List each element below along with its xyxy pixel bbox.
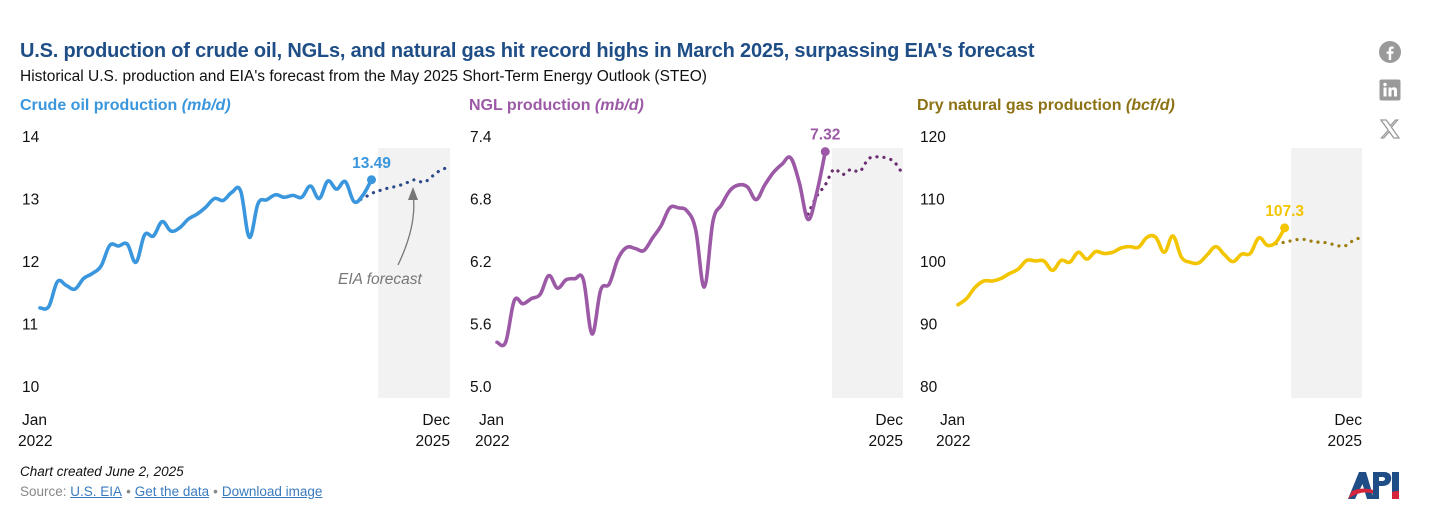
- page-title: U.S. production of crude oil, NGLs, and …: [20, 40, 1035, 62]
- x-tick-end-month: Dec: [1334, 412, 1362, 429]
- x-icon[interactable]: [1378, 117, 1402, 141]
- crude-panel-title: Crude oil production (mb/d): [20, 97, 231, 115]
- crude-actual-line: [38, 177, 374, 311]
- x-tick-end-year: 2025: [869, 433, 903, 450]
- y-tick-label: 14: [22, 129, 40, 146]
- annotation-arrowhead-icon: [408, 187, 418, 200]
- x-tick-start-month: Jan: [479, 412, 504, 429]
- y-tick-label: 13: [22, 192, 39, 209]
- gas-panel-title: Dry natural gas production (bcf/d): [917, 97, 1175, 115]
- forecast-shade: [1291, 148, 1362, 398]
- y-tick-label: 12: [22, 254, 39, 271]
- source-link-eia[interactable]: U.S. EIA: [70, 484, 123, 499]
- ngl-panel-title: NGL production (mb/d): [469, 97, 644, 115]
- y-tick-label: 11: [22, 317, 38, 334]
- y-tick-label: 6.2: [470, 254, 492, 271]
- ngl-title-text: NGL production: [469, 97, 591, 114]
- ngl-end-value-label: 7.32: [810, 127, 840, 144]
- download-image-link[interactable]: Download image: [221, 484, 323, 499]
- crude-end-marker: [366, 175, 376, 185]
- facebook-icon[interactable]: [1378, 40, 1402, 64]
- y-tick-label: 10: [22, 379, 40, 396]
- ngl-end-marker: [820, 147, 830, 157]
- crude-end-value-label: 13.49: [352, 155, 391, 172]
- x-tick-start-year: 2022: [936, 433, 970, 450]
- ngl-actual-line: [495, 149, 828, 348]
- crude-forecast-line: [352, 165, 452, 204]
- crude-oil-chart: 14 13 12 11 10 Jan 2022 Dec 2025 13.49 EIA forecas…: [18, 129, 452, 450]
- x-tick-start-month: Jan: [940, 412, 965, 429]
- y-tick-label: 80: [920, 379, 938, 396]
- gas-actual-line: [956, 226, 1287, 307]
- gas-end-marker: [1280, 223, 1290, 233]
- ngl-unit: (mb/d): [594, 97, 644, 114]
- y-tick-label: 120: [920, 129, 946, 146]
- get-data-link[interactable]: Get the data: [134, 484, 210, 499]
- x-tick-end-month: Dec: [875, 412, 903, 429]
- crude-title-text: Crude oil production: [20, 97, 178, 114]
- forecast-shade: [378, 148, 450, 398]
- forecast-annotation: EIA forecast: [338, 271, 423, 288]
- source-label: Source:: [20, 484, 67, 499]
- x-tick-end-year: 2025: [416, 433, 450, 450]
- y-tick-label: 110: [920, 192, 945, 209]
- bullet-separator: •: [126, 484, 131, 499]
- y-tick-label: 6.8: [470, 192, 492, 209]
- linkedin-icon[interactable]: [1378, 78, 1402, 102]
- x-tick-end-year: 2025: [1328, 433, 1362, 450]
- chart-created-date: Chart created June 2, 2025: [20, 464, 184, 479]
- y-tick-label: 100: [920, 254, 946, 271]
- forecast-shade: [831, 148, 903, 398]
- ngl-forecast-line: [806, 155, 905, 216]
- gas-unit: (bcf/d): [1125, 97, 1175, 114]
- page-subtitle: Historical U.S. production and EIA's for…: [20, 68, 707, 85]
- y-tick-label: 7.4: [470, 129, 492, 146]
- x-tick-start-year: 2022: [18, 433, 52, 450]
- y-tick-label: 5.6: [470, 317, 492, 334]
- x-tick-start-month: Jan: [22, 412, 47, 429]
- api-logo: [1348, 472, 1399, 499]
- y-tick-label: 90: [920, 317, 938, 334]
- x-tick-end-month: Dec: [422, 412, 450, 429]
- gas-title-text: Dry natural gas production: [917, 97, 1122, 114]
- gas-end-value-label: 107.3: [1265, 203, 1304, 220]
- ngl-chart: 7.4 6.8 6.2 5.6 5.0 Jan 2022 Dec 2025 7.32: [470, 127, 905, 450]
- gas-forecast-line: [1274, 235, 1364, 248]
- crude-unit: (mb/d): [181, 97, 231, 114]
- source-line: Source: U.S. EIA • Get the data • Download i…: [20, 484, 322, 499]
- x-tick-start-year: 2022: [475, 433, 509, 450]
- bullet-separator: •: [213, 484, 218, 499]
- y-tick-label: 5.0: [470, 379, 492, 396]
